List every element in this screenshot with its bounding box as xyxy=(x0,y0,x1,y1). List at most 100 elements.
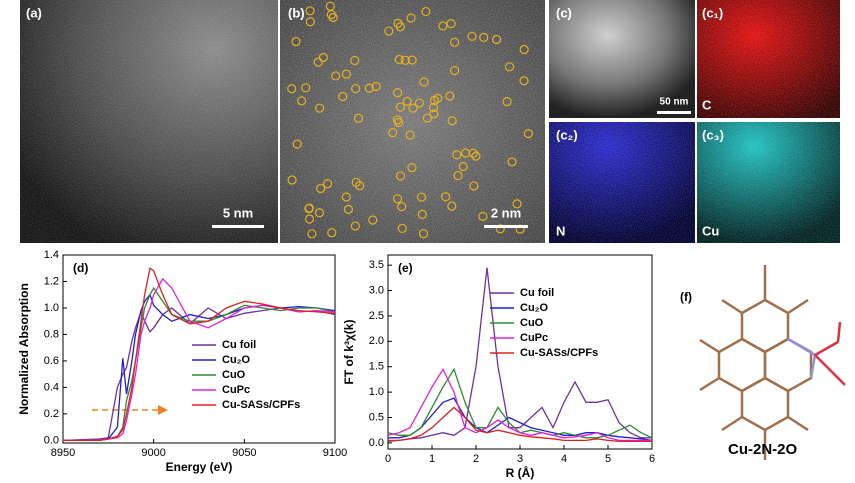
atom-marker xyxy=(305,6,315,16)
y-tick-label: 2.0 xyxy=(369,335,384,347)
diagram-caption: Cu-2N-2O xyxy=(728,441,798,458)
panel-label: (c₃) xyxy=(702,127,724,142)
legend-label: Cu foil xyxy=(222,339,256,351)
atom-marker xyxy=(402,96,412,106)
charts: 8950 9000 9050 9100 0.0 0.2 0.4 0.6 0.8 1.0 1.2 1.4… xyxy=(17,249,655,480)
y-tick-label: 0.5 xyxy=(369,411,384,423)
series-line xyxy=(62,307,336,442)
y-tick-label: 0.4 xyxy=(44,381,59,393)
panel-label: (d) xyxy=(73,261,88,275)
atom-marker xyxy=(467,31,477,41)
atom-marker xyxy=(419,77,429,87)
atom-marker xyxy=(478,211,488,221)
x-tick-label: 0 xyxy=(385,453,391,465)
atom-marker xyxy=(397,202,407,212)
plot-frame xyxy=(62,254,336,444)
atom-marker xyxy=(341,192,351,202)
legend-label: Cu-SASs/CPFs xyxy=(222,399,300,411)
y-tick-label: 0.0 xyxy=(369,437,384,449)
atom-marker xyxy=(384,26,394,36)
atom-marker xyxy=(393,18,403,28)
noise xyxy=(20,0,278,243)
atom-marker xyxy=(351,177,361,187)
legend-label: CuPc xyxy=(222,384,250,396)
scale-bar xyxy=(484,225,528,228)
atom-marker xyxy=(313,57,323,67)
atom-marker xyxy=(429,109,439,119)
atom-marker xyxy=(325,1,335,11)
scale-label: 50 nm xyxy=(660,97,689,108)
scale-label: 5 nm xyxy=(223,205,253,220)
noise xyxy=(697,122,840,243)
element-label: Cu xyxy=(702,223,719,238)
y-tick-label: 0.8 xyxy=(44,328,59,340)
y-tick-label: 1.5 xyxy=(369,361,384,373)
noise xyxy=(697,0,840,118)
series-line xyxy=(63,277,336,442)
atom-marker xyxy=(323,179,333,189)
molecule-diagram: Cu-2N-2O (f) xyxy=(680,265,846,460)
x-tick-label: 5 xyxy=(605,453,611,465)
panel-label: (a) xyxy=(26,5,42,20)
y-tick-label: 1.0 xyxy=(44,302,59,314)
atom-marker xyxy=(351,84,361,94)
atom-marker xyxy=(450,65,460,76)
atom-marker xyxy=(395,102,406,112)
atom-marker xyxy=(441,192,451,202)
atom-marker xyxy=(512,199,522,209)
series-line xyxy=(388,397,653,442)
legend-label: Cu₂O xyxy=(520,302,549,314)
atom-marker xyxy=(519,44,529,55)
scale-bar xyxy=(212,225,264,228)
noise xyxy=(549,122,695,243)
element-label: C xyxy=(702,97,712,112)
y-tick-label: 0.6 xyxy=(44,355,59,367)
legend-label: CuO xyxy=(520,317,544,329)
atom-marker xyxy=(395,171,406,181)
atom-marker xyxy=(507,157,517,167)
atom-marker xyxy=(414,98,424,108)
x-tick-label: 9050 xyxy=(232,447,256,459)
atom-marker xyxy=(495,224,505,234)
atom-marker xyxy=(461,148,471,158)
atom-marker xyxy=(368,215,378,225)
atom-marker xyxy=(316,183,326,194)
series-line xyxy=(63,267,336,442)
atom-marker xyxy=(418,229,429,239)
atom-marker xyxy=(458,161,468,172)
x-tick-label: 8950 xyxy=(51,447,75,459)
arrow-head xyxy=(158,405,168,415)
atom-marker xyxy=(491,34,502,45)
y-tick-label: 3.0 xyxy=(369,284,384,296)
y-tick-label: 1.2 xyxy=(44,275,59,287)
atom-marker xyxy=(400,55,410,65)
micrograph-panels: (a) (b) (c) (c₁) (c₂) (c₃) 5 nm 2 nm 50 … xyxy=(20,0,840,243)
atom-marker xyxy=(343,204,354,214)
atom-marker xyxy=(371,81,381,92)
atom-marker xyxy=(446,19,456,29)
y-tick-label: 1.4 xyxy=(44,249,59,261)
x-axis-title: Energy (eV) xyxy=(166,460,233,474)
panel-label: (f) xyxy=(680,290,692,304)
atom-marker xyxy=(341,69,352,79)
x-tick-label: 9100 xyxy=(323,447,347,459)
atom-marker xyxy=(297,96,307,106)
atom-marker xyxy=(397,223,407,234)
atom-marker xyxy=(479,32,489,43)
atom-marker xyxy=(392,115,402,125)
atom-marker xyxy=(471,151,481,161)
atom-marker xyxy=(287,84,297,94)
panel-label: (e) xyxy=(398,261,413,275)
atom-marker xyxy=(327,228,337,238)
atom-marker xyxy=(421,6,431,17)
y-axis-title: FT of k³χ(k) xyxy=(342,320,356,385)
atom-marker xyxy=(307,229,317,239)
atom-marker xyxy=(469,181,479,191)
atom-marker xyxy=(353,113,364,123)
y-axis-title: Normalized Absorption xyxy=(17,283,31,415)
atom-marker xyxy=(304,204,314,214)
atom-marker xyxy=(301,83,311,93)
legend-label: Cu₂O xyxy=(222,354,251,366)
panel-label: (c₁) xyxy=(702,5,723,20)
